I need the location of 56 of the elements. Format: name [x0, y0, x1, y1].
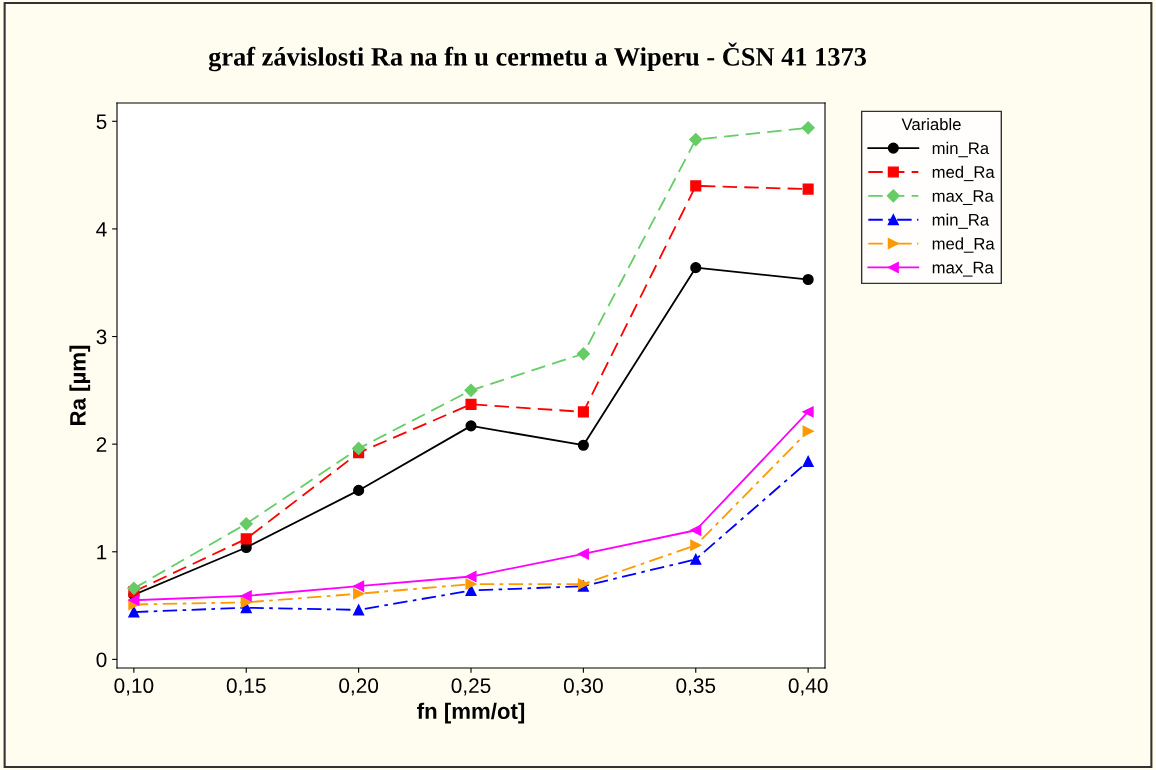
point — [240, 533, 252, 545]
point — [690, 180, 702, 192]
x-tick-label: 0,10 — [114, 678, 154, 696]
x-tick-label: 0,30 — [563, 678, 603, 696]
point — [690, 262, 702, 274]
x-axis-title: fn [mm/ot] — [417, 702, 525, 724]
point — [128, 594, 140, 606]
y-tick-label: 1 — [97, 544, 107, 560]
point — [240, 596, 252, 608]
point — [802, 406, 814, 418]
point — [690, 524, 702, 536]
x-tick-label: 0,15 — [226, 678, 266, 696]
legend-title: Variable — [901, 118, 961, 131]
point — [690, 553, 702, 565]
point — [127, 581, 141, 595]
x-tick-label: 0,35 — [676, 678, 716, 696]
point — [577, 406, 589, 418]
legend-label: med_Ra — [932, 165, 995, 182]
point — [352, 441, 366, 456]
point — [577, 548, 589, 560]
y-tick-label: 3 — [96, 329, 107, 345]
point — [465, 420, 477, 432]
x-tick-label: 0,40 — [788, 678, 828, 696]
point — [576, 347, 590, 361]
x-tick-label: 0,20 — [339, 678, 379, 696]
point — [690, 539, 702, 551]
point — [353, 580, 365, 592]
point — [353, 484, 365, 496]
point — [240, 590, 252, 602]
point — [802, 425, 814, 437]
point — [465, 578, 477, 590]
point — [465, 570, 477, 583]
point — [802, 455, 814, 467]
legend-label: max_Ra — [932, 190, 994, 205]
point — [802, 183, 814, 195]
legend-label: med_Ra — [932, 237, 995, 253]
x-tick-label: 0,25 — [451, 678, 491, 696]
chart-title: graf závislosti Ra na fn u cermetu a Wiperu - ČSN 41 1373 — [208, 42, 867, 72]
point — [128, 606, 140, 618]
y-tick-label: 0 — [96, 652, 107, 668]
y-tick-label: 2 — [96, 437, 107, 452]
point — [689, 133, 703, 147]
point — [239, 517, 253, 531]
point — [353, 588, 365, 600]
legend-label: min_Ra — [932, 213, 990, 229]
y-tick-label: 5 — [96, 114, 107, 130]
y-tick-label: 4 — [96, 222, 107, 237]
legend-label: max_Ra — [932, 261, 994, 277]
point — [464, 383, 478, 397]
point — [802, 273, 814, 286]
point — [577, 439, 589, 451]
legend-label: min_Ra — [932, 141, 990, 158]
point — [801, 121, 815, 135]
point — [465, 398, 477, 410]
y-axis-title: Ra [µm] — [69, 345, 91, 425]
point — [353, 604, 365, 616]
